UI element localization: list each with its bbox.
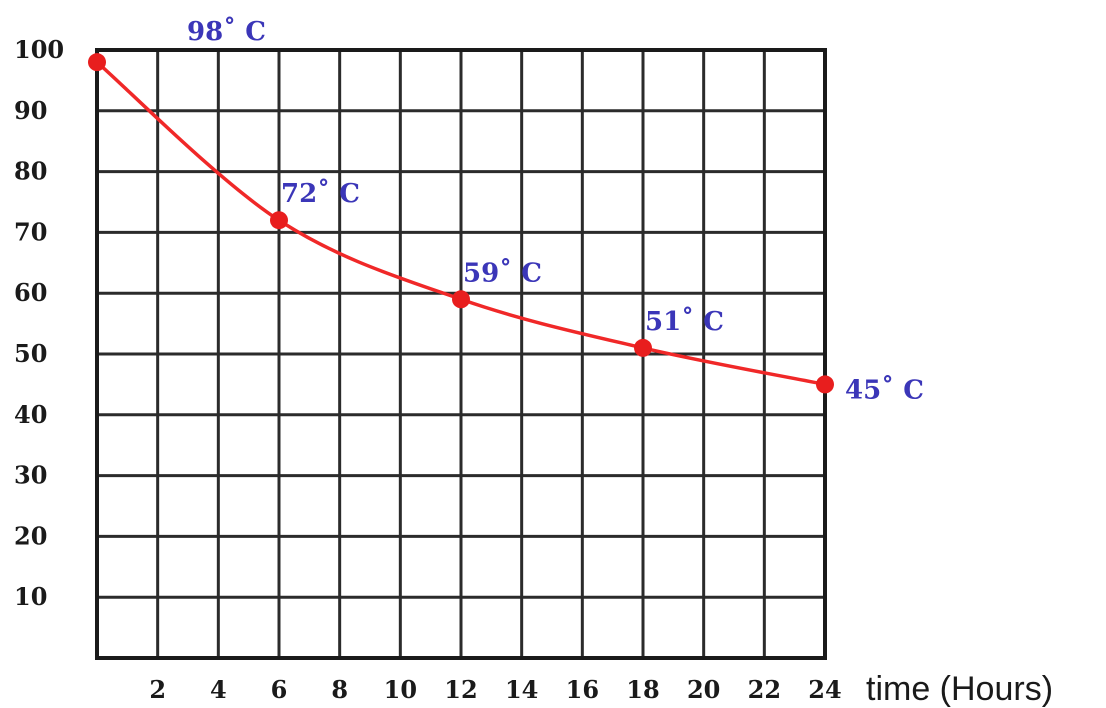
- x-tick-label: 22: [748, 675, 781, 704]
- x-tick-label: 14: [505, 675, 538, 704]
- data-label: 72˚ C: [281, 179, 360, 209]
- x-tick-label: 2: [149, 675, 166, 704]
- y-tick-label: 80: [14, 157, 47, 186]
- data-label: 98˚ C: [187, 17, 266, 47]
- y-tick-label: 100: [14, 35, 64, 64]
- x-axis-ticks: 2 4 6 8 10 12 14 16 18 20 22 24: [149, 675, 841, 704]
- y-tick-label: 50: [14, 339, 47, 368]
- temperature-series: [88, 53, 834, 394]
- data-point: [452, 290, 470, 309]
- x-tick-label: 10: [384, 675, 417, 704]
- data-point: [634, 338, 652, 357]
- x-tick-label: 6: [271, 675, 288, 704]
- plot-frame: [95, 48, 827, 660]
- data-point: [88, 53, 106, 72]
- data-point: [270, 211, 288, 230]
- data-labels: 98˚ C 72˚ C 59˚ C 51˚ C 45˚ C: [187, 17, 924, 405]
- data-label: 51˚ C: [645, 307, 724, 337]
- chart-grid: [95, 48, 827, 660]
- y-tick-label: 60: [14, 278, 47, 307]
- data-point: [816, 375, 834, 394]
- data-label: 59˚ C: [463, 258, 542, 288]
- y-tick-label: 20: [14, 521, 47, 550]
- x-tick-label: 8: [331, 675, 348, 704]
- x-tick-label: 18: [626, 675, 659, 704]
- y-tick-label: 40: [14, 400, 47, 429]
- y-tick-label: 30: [14, 461, 47, 490]
- y-axis-ticks: 10 20 30 40 50 60 70 80 90 100: [14, 35, 64, 611]
- x-tick-label: 4: [210, 675, 227, 704]
- x-tick-label: 12: [444, 675, 477, 704]
- x-tick-label: 24: [808, 675, 841, 704]
- data-label: 45˚ C: [845, 375, 924, 405]
- x-axis-title: time (Hours): [866, 670, 1053, 708]
- y-tick-label: 10: [14, 582, 47, 611]
- y-tick-label: 70: [14, 217, 47, 246]
- y-tick-label: 90: [14, 96, 47, 125]
- x-tick-label: 20: [687, 675, 720, 704]
- x-tick-label: 16: [566, 675, 599, 704]
